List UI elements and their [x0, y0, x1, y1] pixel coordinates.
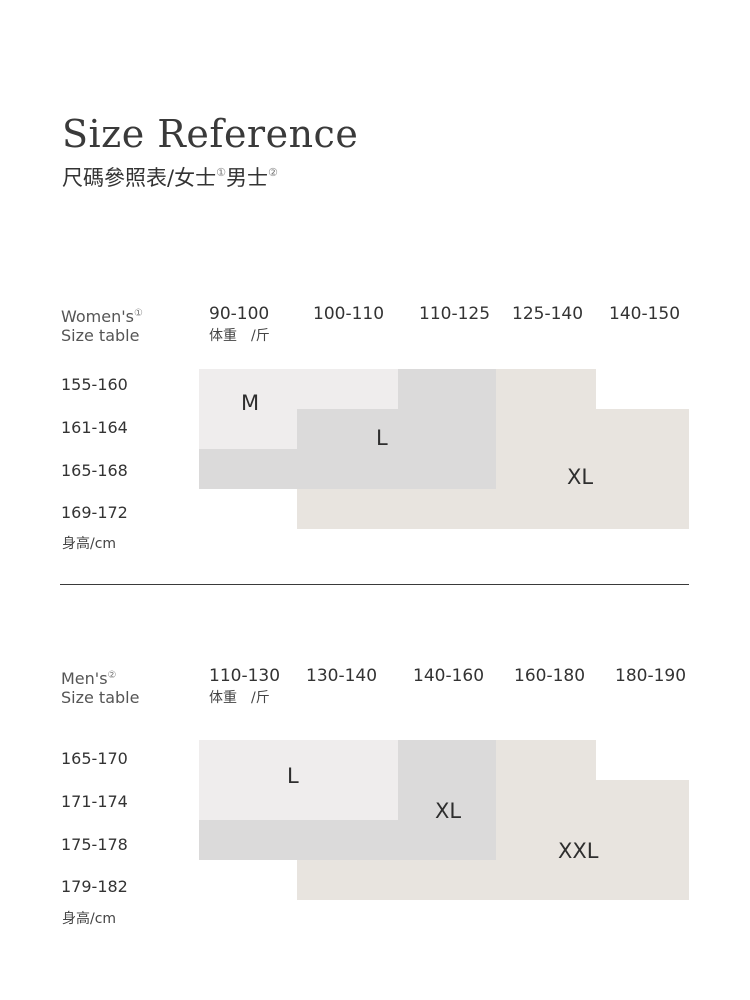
women-size-label: M: [241, 391, 260, 415]
men-row-header: 179-182: [61, 877, 128, 896]
men-table-title-line1: Men's: [61, 669, 108, 688]
men-xl-block: [398, 740, 496, 780]
men-xxl-block: [496, 740, 596, 780]
women-height-unit: 身高/cm: [62, 536, 117, 552]
women-xl-block: [496, 409, 689, 489]
women-table-title: Women's① Size table: [61, 304, 143, 345]
men-row-header: 175-178: [61, 835, 128, 854]
men-col-header: 160-180: [514, 666, 586, 686]
women-col-header: 140-150: [609, 304, 681, 324]
men-xl-block: [398, 780, 496, 820]
women-m-block: [199, 409, 297, 449]
women-table-mark: ①: [133, 308, 143, 319]
men-table-title-line2: Size table: [61, 688, 140, 707]
women-col-header: 110-125: [419, 304, 491, 324]
women-table-title-line1: Women's: [61, 307, 134, 326]
women-l-block: [297, 409, 496, 489]
women-row-header: 161-164: [61, 418, 128, 437]
women-m-block: [199, 369, 398, 409]
women-xl-block: [496, 369, 596, 409]
women-footnote-mark: ①: [216, 166, 226, 179]
page-subtitle: 尺碼參照表/女士①男士②: [62, 162, 278, 192]
women-xl-block: [297, 489, 689, 529]
men-col-header: 110-130: [209, 666, 281, 686]
men-xl-block: [199, 820, 496, 860]
men-size-label: XXL: [558, 839, 599, 863]
men-height-unit: 身高/cm: [62, 911, 117, 927]
men-row-header: 165-170: [61, 749, 128, 768]
women-weight-unit: 体重 /斤: [209, 328, 270, 344]
men-col-header: 140-160: [413, 666, 485, 686]
women-l-block: [398, 369, 496, 409]
women-table-title-line2: Size table: [61, 326, 140, 345]
women-size-label: L: [376, 426, 388, 450]
women-row-header: 169-172: [61, 503, 128, 522]
women-row-header: 155-160: [61, 375, 128, 394]
men-xxl-block: [496, 780, 689, 860]
women-size-label: XL: [567, 465, 594, 489]
men-table-title: Men's② Size table: [61, 666, 139, 707]
men-weight-unit: 体重 /斤: [209, 690, 270, 706]
women-col-header: 90-100: [209, 304, 270, 324]
men-xxl-block: [297, 860, 689, 900]
women-l-block: [199, 449, 297, 489]
men-row-header: 171-174: [61, 792, 128, 811]
men-col-header: 180-190: [615, 666, 687, 686]
women-col-header: 125-140: [512, 304, 584, 324]
men-size-label: L: [287, 764, 299, 788]
women-col-header: 100-110: [313, 304, 385, 324]
men-footnote-mark: ②: [267, 166, 278, 179]
section-divider: [60, 584, 689, 585]
men-size-label: XL: [435, 799, 462, 823]
men-table-mark: ②: [107, 670, 117, 681]
women-row-header: 165-168: [61, 461, 128, 480]
page-title: Size Reference: [62, 112, 359, 156]
subtitle-text: 尺碼參照表/女士: [62, 166, 217, 190]
men-col-header: 130-140: [306, 666, 378, 686]
subtitle-men-text: 男士: [225, 166, 268, 190]
men-l-block: [199, 740, 398, 820]
